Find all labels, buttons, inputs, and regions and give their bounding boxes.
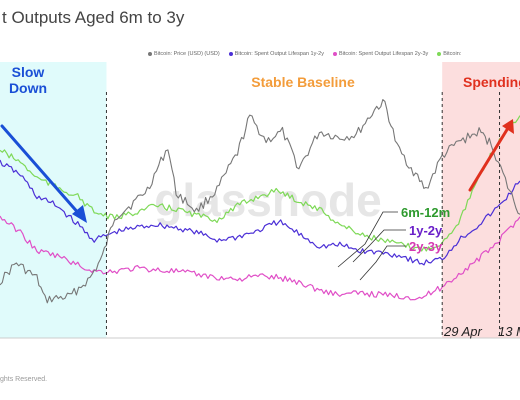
legend-dot — [228, 51, 233, 56]
legend-label: Bitcoin: — [443, 51, 462, 57]
annotation-down: Down — [9, 80, 47, 96]
series-line — [0, 215, 520, 301]
arrowhead-slow-down — [72, 205, 87, 223]
annotation-date-29apr: 29 Apr — [443, 324, 482, 339]
region-slow-down — [0, 62, 107, 338]
leader-2y3y — [359, 245, 406, 281]
label-6m-12m: 6m-12m — [401, 205, 450, 220]
legend-dot — [148, 51, 152, 56]
arrow-slow-down — [0, 124, 82, 217]
label-2y-3y: 2y-3y — [409, 239, 443, 254]
annotation-stable-baseline: Stable Baseline — [251, 74, 355, 90]
annotation-slow: Slow — [12, 64, 45, 80]
arrow-spending — [468, 126, 510, 192]
label-1y-2y: 1y-2y — [409, 223, 443, 238]
legend-item[interactable]: Bitcoin: Spent Output Lifespan 1y-2y — [228, 51, 324, 57]
watermark: glassnode — [154, 174, 382, 226]
series-line — [0, 115, 520, 252]
legend-dot — [437, 51, 442, 56]
legend-item[interactable]: Bitcoin: Spent Output Lifespan 2y-3y — [332, 51, 429, 57]
legend-item[interactable]: Bitcoin: — [437, 51, 461, 57]
region-spending — [442, 62, 520, 338]
legend-label: Bitcoin: Spent Output Lifespan 2y-3y — [338, 51, 429, 57]
leader-1y2y — [352, 229, 406, 263]
series-line — [0, 159, 520, 266]
legend-label: Bitcoin: Spent Output Lifespan 1y-2y — [234, 51, 324, 57]
leader-6m12m — [337, 211, 398, 268]
chart-title: t Outputs Aged 6m to 3y — [2, 8, 185, 27]
copyright-footer: ghts Reserved. — [0, 376, 48, 383]
legend-dot — [332, 51, 337, 56]
legend-item[interactable]: Bitcoin: Price (USD) (USD) — [148, 51, 220, 57]
series-line — [0, 99, 520, 304]
annotation-date-13m: 13 M — [498, 324, 520, 339]
arrowhead-spending — [502, 119, 514, 134]
annotation-spending: Spending — [463, 74, 520, 90]
legend-label: Bitcoin: Price (USD) (USD) — [154, 51, 220, 57]
chart-legend: Bitcoin: Price (USD) (USD) Bitcoin: Spent… — [148, 51, 470, 57]
